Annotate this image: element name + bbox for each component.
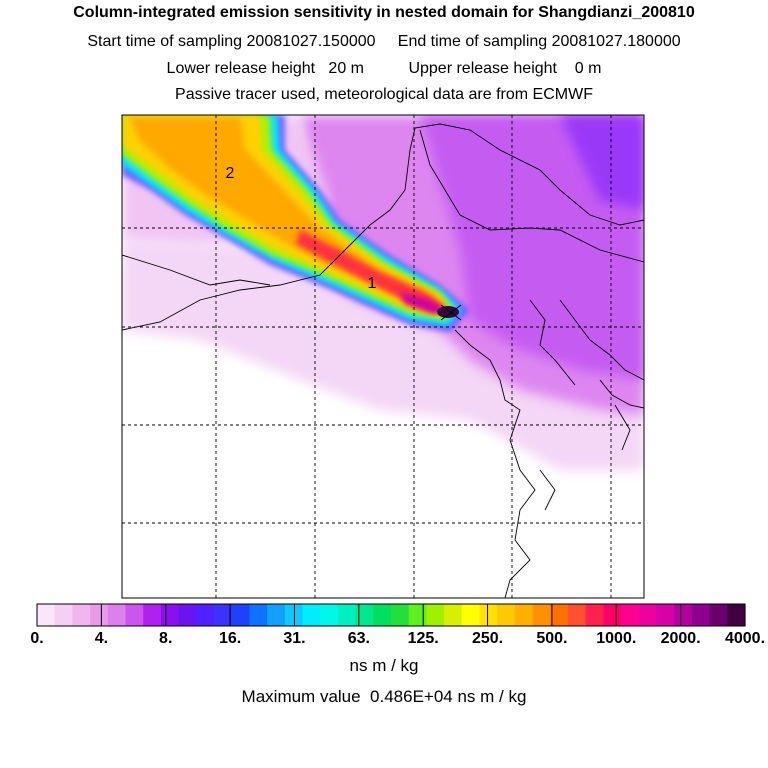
colorbar-cell: [178, 604, 197, 626]
colorbar-cell: [160, 604, 180, 626]
plume: [122, 115, 470, 332]
colorbar-cell: [585, 604, 604, 626]
colorbar-cell: [603, 604, 622, 626]
colorbar-cell: [284, 604, 304, 626]
plume-label-2: 2: [226, 165, 235, 182]
colorbar-cell: [514, 604, 534, 626]
colorbar-cell: [54, 604, 73, 626]
coastlines-and-borders: [122, 123, 644, 598]
colorbar-cell: [143, 604, 162, 626]
colorbar-cell: [550, 604, 569, 626]
field-background: [122, 115, 644, 598]
colorbar-cell: [267, 604, 286, 626]
colorbar-tick-label: 125.: [407, 630, 439, 647]
colorbar-cell: [214, 604, 233, 626]
colorbar-cell: [426, 604, 445, 626]
colorbar-cell: [461, 604, 481, 626]
colorbar-tick-label: 8.: [159, 630, 173, 647]
colorbar-tick-label: 250.: [471, 630, 504, 647]
sampling-time-line: Start time of sampling 20081027.150000 E…: [87, 33, 681, 50]
release-height-line: Lower release height 20 m Upper release …: [166, 60, 602, 77]
colorbar-tick-label: 4000.: [724, 630, 766, 647]
colorbar-cell: [408, 604, 427, 626]
maximum-value-text: Maximum value 0.486E+04 ns m / kg: [241, 687, 527, 706]
colorbar-tick-label: 31.: [283, 630, 306, 647]
colorbar-cell: [391, 604, 410, 626]
colorbar-cell: [638, 604, 658, 626]
colorbar-cell: [444, 604, 463, 626]
colorbar-cell: [727, 604, 746, 626]
release-site-cross-icon: [440, 304, 462, 321]
colorbar-frame: [36, 603, 746, 627]
colorbar-tick-label: 500.: [536, 630, 568, 647]
colorbar-cell: [125, 604, 144, 626]
colorbar-cell: [656, 604, 675, 626]
colorbar-cell: [355, 604, 374, 626]
colorbar-cell: [337, 604, 357, 626]
colorbar-cell: [249, 604, 268, 626]
colorbar-cell: [320, 604, 339, 626]
figure-title: Column-integrated emission sensitivity i…: [73, 4, 695, 21]
colorbar-tick-label: 0.: [30, 630, 44, 647]
colorbar-tick-label: 16.: [218, 630, 242, 647]
colorbar-cell: [497, 604, 516, 626]
colorbar-cell: [90, 604, 109, 626]
colorbar-tick-label: 1000.: [596, 630, 637, 647]
tracer-info-line: Passive tracer used, meteorological data…: [175, 86, 593, 103]
colorbar-cell: [107, 604, 127, 626]
colorbar-cell: [231, 604, 250, 626]
colorbar-cell: [674, 604, 693, 626]
colorbar-tick-label: 4.: [94, 630, 109, 647]
colorbar-cell: [302, 604, 321, 626]
colorbar-tick-label: 2000.: [660, 630, 701, 647]
colorbar-cell: [532, 604, 551, 626]
colorbar-cell: [709, 604, 728, 626]
colorbar-cell: [621, 604, 640, 626]
plume-label-1: 1: [368, 275, 377, 292]
colorbar-cell: [373, 604, 392, 626]
map-frame: [121, 114, 645, 599]
colorbar-cell: [568, 604, 587, 626]
colorbar-cell: [196, 604, 215, 626]
colorbar-cell: [691, 604, 711, 626]
colorbar-cell: [37, 604, 56, 626]
colorbar-units: ns m / kg: [349, 656, 419, 675]
colorbar-cell: [479, 604, 498, 626]
graticule: [122, 115, 644, 598]
colorbar-tick-label: 63.: [347, 630, 370, 647]
colorbar-cell: [72, 604, 91, 626]
